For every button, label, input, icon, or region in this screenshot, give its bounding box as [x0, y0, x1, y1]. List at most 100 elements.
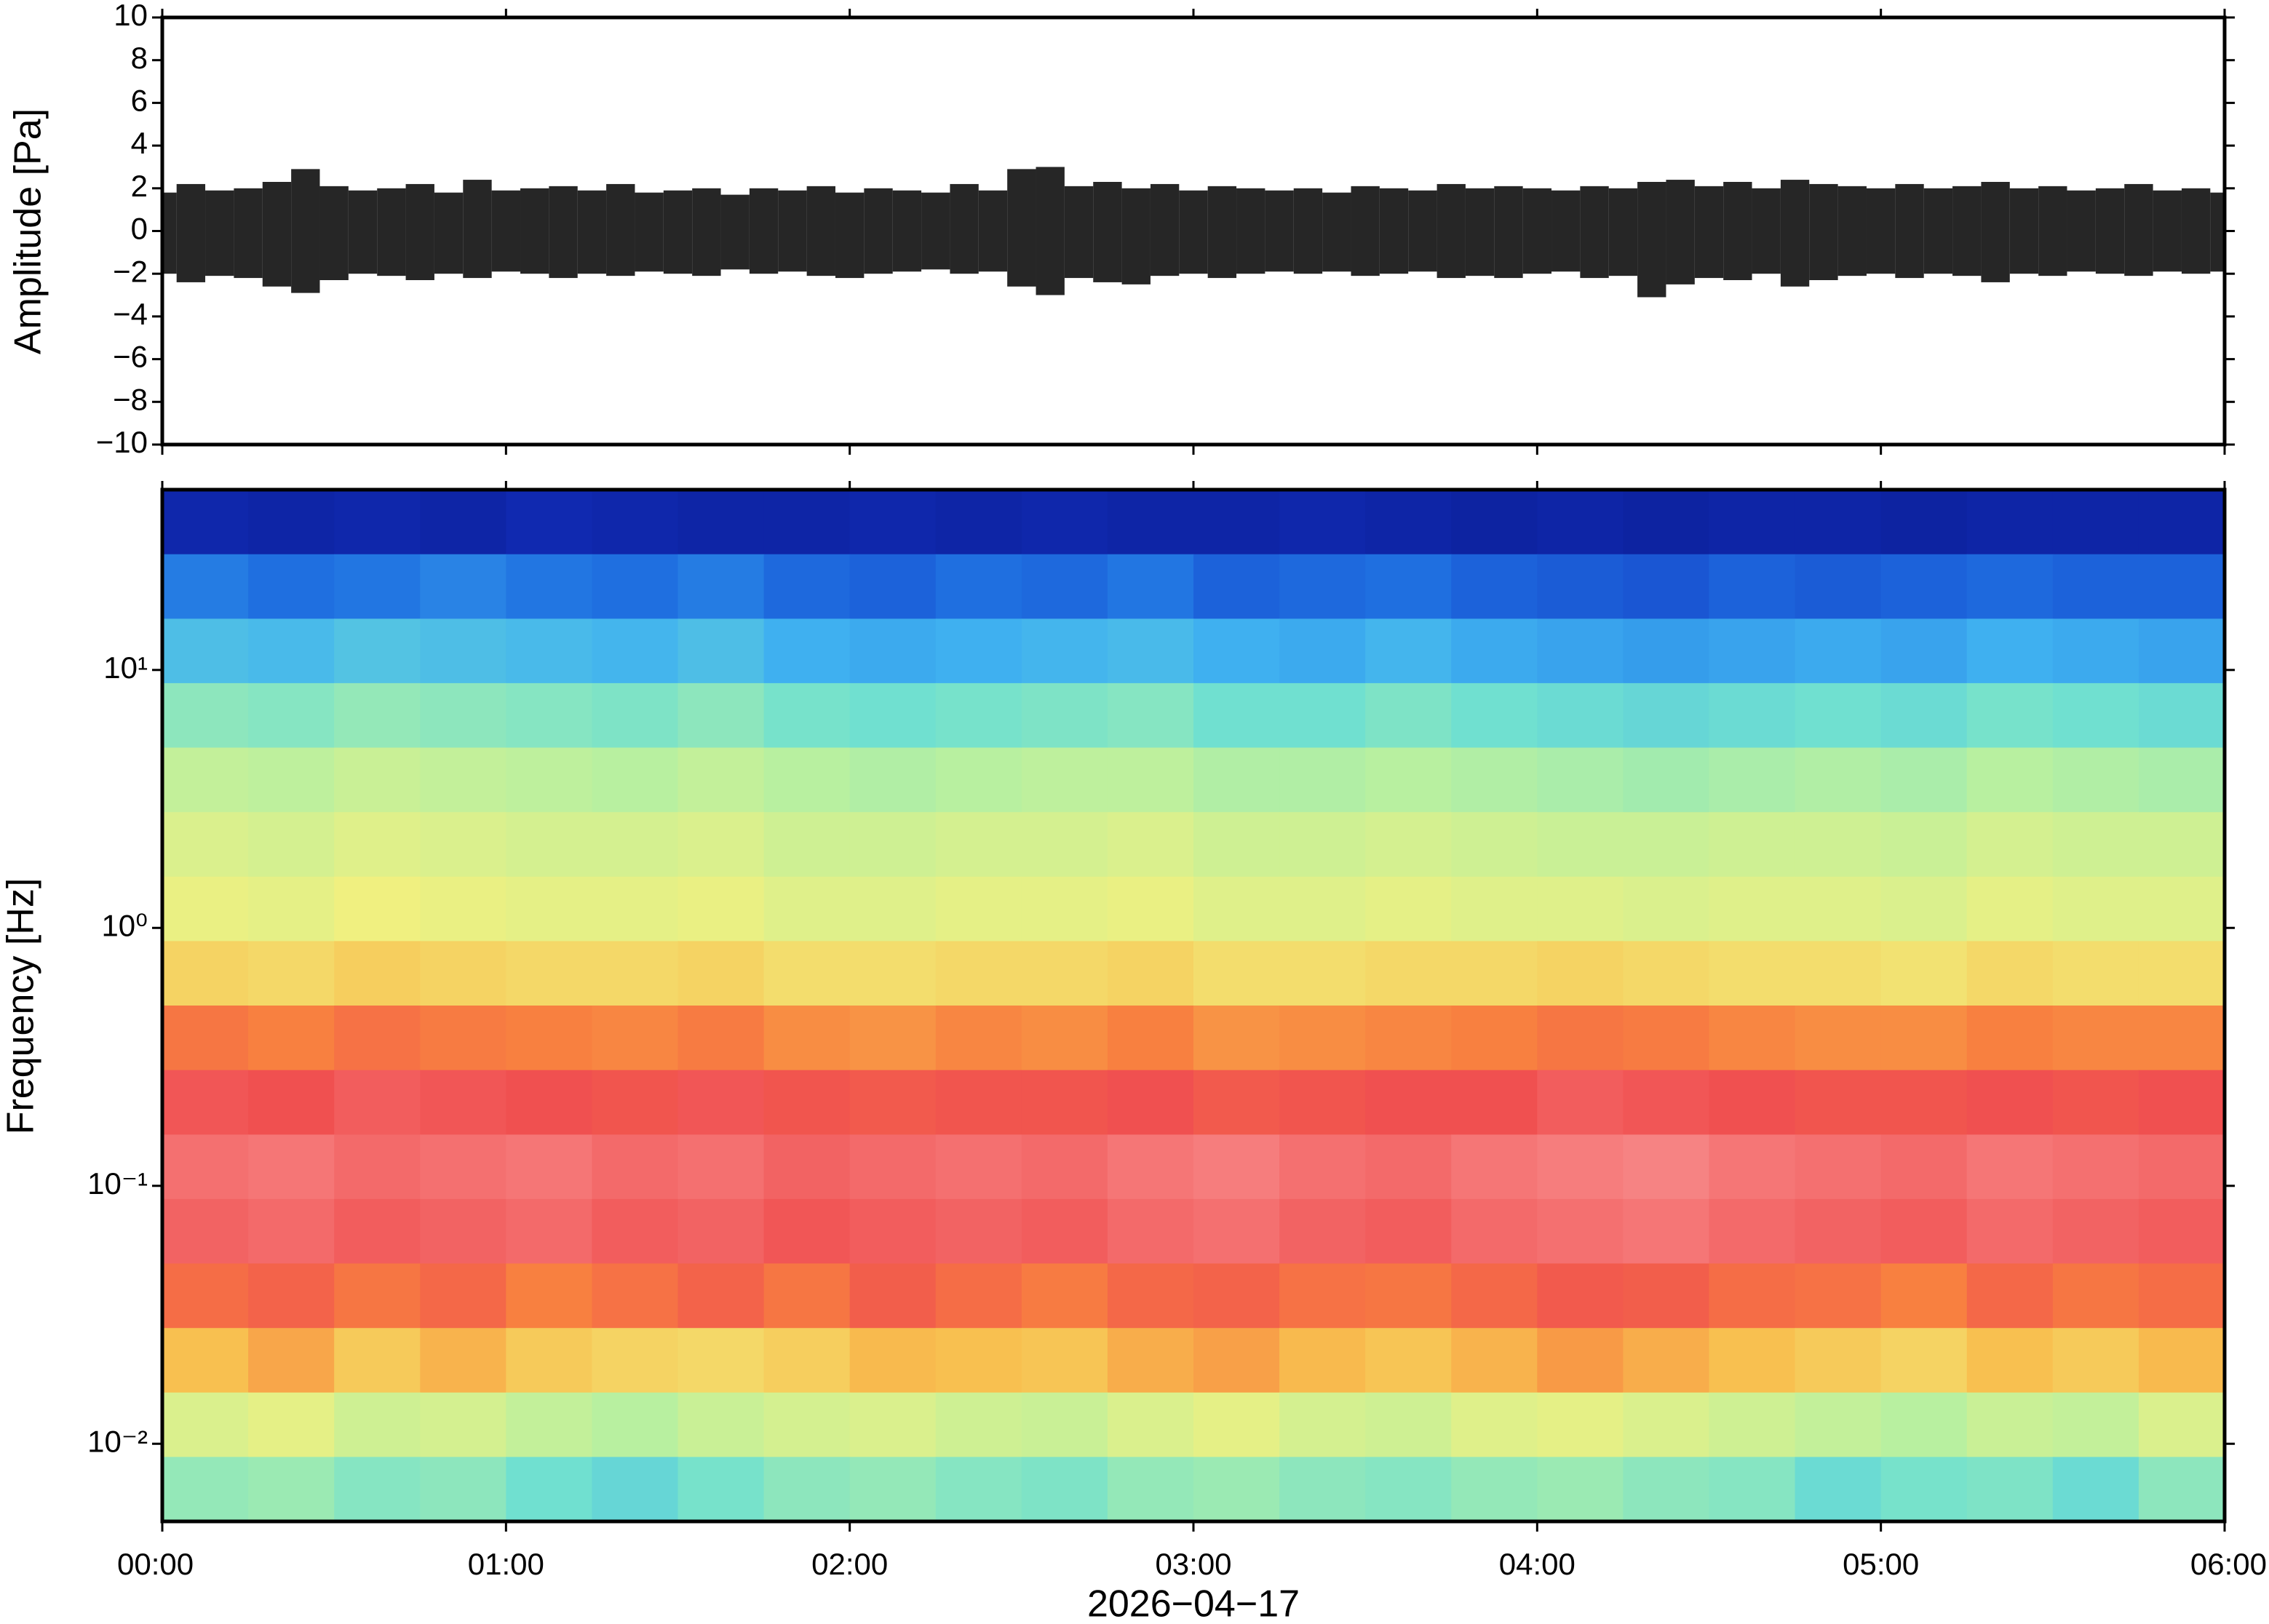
spectrogram-cell: [1966, 876, 2054, 942]
amplitude-envelope: [2067, 190, 2096, 272]
spectrogram-cell: [2138, 682, 2225, 749]
x-tick-label: 00:00: [117, 1547, 194, 1581]
spectrogram-cell: [1795, 1198, 1882, 1265]
spectrogram-cell: [506, 1392, 593, 1457]
spectrogram-cell: [1623, 554, 1710, 619]
spectrogram-cell: [1107, 876, 1194, 942]
spectrogram-cell: [1537, 812, 1624, 877]
amplitude-envelope: [606, 183, 635, 276]
spectrogram-cell: [1966, 490, 2054, 555]
spectrogram-cell: [334, 747, 421, 813]
spectrogram-cell: [1365, 747, 1452, 813]
spectrogram-cell: [2052, 1070, 2139, 1135]
spectrogram-cell: [1279, 1392, 1366, 1457]
spectrogram-cell: [2138, 1006, 2225, 1071]
spectrogram-cell: [763, 1392, 851, 1457]
spectrogram-cell: [1709, 1006, 1796, 1071]
spectrogram-cell: [420, 618, 506, 684]
amplitude-envelope: [1121, 188, 1151, 284]
spectrogram-cell: [162, 1328, 249, 1393]
x-tick-label: 05:00: [1843, 1547, 1919, 1581]
spectrogram-cell: [592, 747, 679, 813]
spectrogram-cell: [1279, 1263, 1366, 1329]
spectrogram-cell: [1880, 1392, 1968, 1457]
spectrogram-cell: [1537, 1134, 1624, 1200]
spectrogram-cell: [1193, 490, 1280, 555]
spectrogram-cell: [1021, 682, 1108, 749]
spectrogram-cell: [2138, 876, 2225, 942]
spectrogram-cell: [1193, 1198, 1280, 1265]
spectrogram-cell: [1709, 1198, 1796, 1265]
spectrogram-cell: [935, 1392, 1022, 1457]
spectrogram-cell: [1966, 1134, 2054, 1200]
spectrogram-cell: [849, 1263, 937, 1329]
amplitude-envelope: [978, 190, 1008, 272]
spectrogram-cell: [1021, 1263, 1108, 1329]
plot-frame: [160, 15, 2227, 447]
amplitude-envelope: [319, 186, 349, 281]
spectrogram-cell: [1795, 682, 1882, 749]
spectrogram-cell: [1107, 1263, 1194, 1329]
spectrogram-cell: [1966, 1070, 2054, 1135]
amplitude-envelope: [377, 188, 406, 276]
amplitude-envelope: [234, 188, 263, 279]
spectrogram-cell: [1795, 1134, 1882, 1200]
spectrogram-cell: [1193, 1134, 1280, 1200]
spectrogram-cell: [1451, 747, 1538, 813]
amplitude-envelope: [1207, 186, 1237, 279]
spectrogram-cell: [1537, 1198, 1624, 1265]
spectrogram-cell: [1193, 812, 1280, 877]
spectrogram-cell: [1279, 941, 1366, 1006]
spectrogram-cell: [162, 1198, 249, 1265]
spectrogram-cell: [1193, 1328, 1280, 1393]
amplitude-envelope: [2009, 188, 2039, 274]
spectrogram-cell: [592, 490, 679, 555]
spectrogram-cell: [677, 1070, 765, 1135]
spectrogram-cell: [2052, 618, 2139, 684]
spectrogram-cell: [248, 876, 335, 942]
spectrogram-cell: [334, 490, 421, 555]
spectrogram-cell: [1966, 1392, 2054, 1457]
x-tick-label: 01:00: [468, 1547, 544, 1581]
spectrogram-cell: [162, 1457, 249, 1522]
spectrogram-cell: [1966, 1328, 2054, 1393]
spectrogram-cell: [1107, 812, 1194, 877]
amplitude-envelope: [1322, 192, 1351, 272]
amplitude-envelope: [434, 192, 464, 274]
spectrogram-cell: [1279, 747, 1366, 813]
spectrogram-cell: [1880, 554, 1968, 619]
spectrogram-cell: [248, 618, 335, 684]
amplitude-envelope: [1465, 188, 1495, 276]
spectrogram-cell: [1795, 941, 1882, 1006]
spectrogram-cell: [935, 747, 1022, 813]
spectrogram-cell: [1623, 1006, 1710, 1071]
y-tick-label: −8: [113, 382, 148, 416]
spectrogram-cell: [1795, 1328, 1882, 1393]
spectrogram-cell: [248, 747, 335, 813]
spectrogram-cell: [1537, 1070, 1624, 1135]
amplitude-envelope: [1351, 186, 1380, 276]
y-tick-label: 10¹: [103, 650, 148, 685]
spectrogram-cell: [1451, 554, 1538, 619]
spectrogram-cell: [763, 490, 851, 555]
spectrogram-cell: [1021, 1392, 1108, 1457]
spectrogram-cell: [1451, 618, 1538, 684]
spectrogram-cell: [1107, 490, 1194, 555]
spectrogram-cell: [248, 1006, 335, 1071]
spectrogram-cell: [849, 941, 937, 1006]
spectrogram-cell: [506, 1263, 593, 1329]
amplitude-envelope: [1895, 183, 1924, 279]
spectrogram-cell: [849, 1198, 937, 1265]
spectrogram-cell: [1880, 618, 1968, 684]
spectrogram-cell: [2052, 1328, 2139, 1393]
spectrogram-cell: [1966, 554, 2054, 619]
spectrogram-cell: [1021, 618, 1108, 684]
spectrogram-cell: [334, 618, 421, 684]
amplitude-envelope: [864, 188, 893, 274]
spectrogram-cell: [2052, 812, 2139, 877]
spectrogram-cell: [1795, 812, 1882, 877]
spectrogram-cell: [1795, 554, 1882, 619]
spectrogram-cell: [1193, 1392, 1280, 1457]
spectrogram-cell: [1365, 1134, 1452, 1200]
spectrogram-cell: [1365, 1392, 1452, 1457]
